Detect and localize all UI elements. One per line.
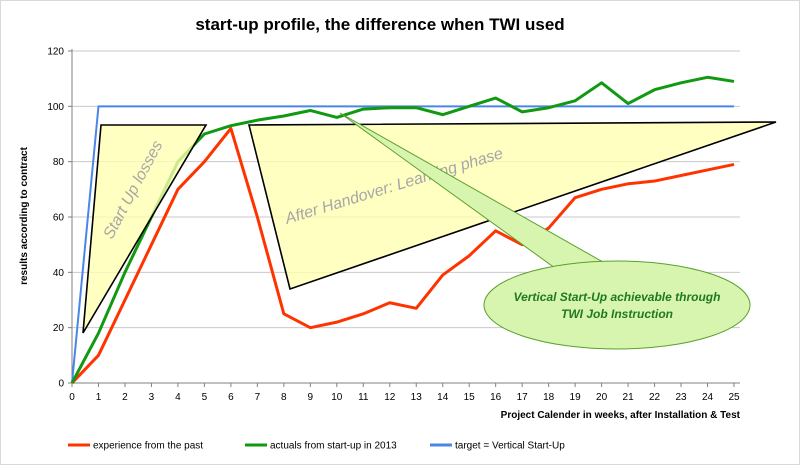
x-tick-label: 21: [623, 392, 635, 403]
startup-losses-triangle: [82, 124, 208, 334]
x-tick-label: 25: [728, 392, 740, 403]
y-axis-label: results according to contract: [19, 146, 30, 284]
x-tick-label: 3: [149, 392, 155, 403]
x-tick-label: 15: [464, 392, 476, 403]
x-tick-label: 11: [358, 392, 369, 403]
y-tick-labels: 0 20 40 60 80 100 120: [47, 47, 72, 390]
series-line-0: [70, 126, 735, 385]
x-tick-label: 5: [202, 392, 208, 403]
x-tick-label: 22: [649, 392, 661, 403]
y-tick-label: 0: [58, 379, 64, 390]
x-tick-label: 8: [281, 392, 287, 403]
legend-label: target = Vertical Start-Up: [455, 441, 565, 452]
x-tick-label: 9: [308, 392, 314, 403]
x-tick-label: 18: [543, 392, 555, 403]
x-tick-label: 1: [96, 392, 102, 403]
twi-callout: Vertical Start-Up achievable through TWI…: [339, 112, 751, 350]
legend-item-2: target = Vertical Start-Up: [430, 441, 565, 452]
y-tick-label: 20: [53, 323, 65, 334]
callout-joint: [554, 264, 611, 270]
x-tick-label: 23: [675, 392, 687, 403]
x-tick-label: 19: [570, 392, 582, 403]
y-tick-label: 80: [53, 157, 65, 168]
legend-item-0: experience from the past: [68, 441, 203, 452]
x-tick-label: 0: [69, 392, 75, 403]
legend-label: experience from the past: [93, 441, 203, 452]
x-tick-label: 24: [702, 392, 714, 403]
x-tick-label: 12: [384, 392, 396, 403]
y-tick-label: 40: [53, 268, 65, 279]
x-tick-label: 14: [437, 392, 449, 403]
x-tick-label: 13: [411, 392, 423, 403]
legend-label: actuals from start-up in 2013: [270, 441, 397, 452]
x-tick-label: 6: [228, 392, 234, 403]
x-axis-label: Project Calender in weeks, after Install…: [501, 410, 741, 421]
x-tick-label: 7: [255, 392, 261, 403]
y-tick-label: 100: [47, 102, 64, 113]
legend: experience from the past actuals from sta…: [68, 441, 565, 452]
y-tick-label: 60: [53, 213, 65, 224]
startup-losses-annotation: Start Up losses: [82, 124, 208, 334]
learning-phase-triangle: [247, 121, 777, 291]
learning-phase-annotation: After Handover: Learning phase: [247, 121, 777, 291]
y-tick-label: 120: [47, 47, 64, 58]
x-tick-label: 2: [122, 392, 128, 403]
x-tick-label: 4: [175, 392, 181, 403]
x-tick-label: 16: [490, 392, 502, 403]
callout-bubble: [483, 260, 751, 350]
callout-line-2: TWI Job Instruction: [561, 307, 673, 321]
x-tick-label: 17: [517, 392, 529, 403]
x-tick-label: 10: [331, 392, 343, 403]
callout-line-1: Vertical Start-Up achievable through: [514, 290, 721, 304]
chart-title: start-up profile, the difference when TW…: [195, 15, 564, 34]
x-tick-label: 20: [596, 392, 608, 403]
x-tick-labels: 0 1 2 3 4 5 6 7 8 9 10 11 12 13 14 15 16 17 18 19 20 21 22 23 24…: [69, 383, 740, 403]
legend-item-1: actuals from start-up in 2013: [245, 441, 397, 452]
